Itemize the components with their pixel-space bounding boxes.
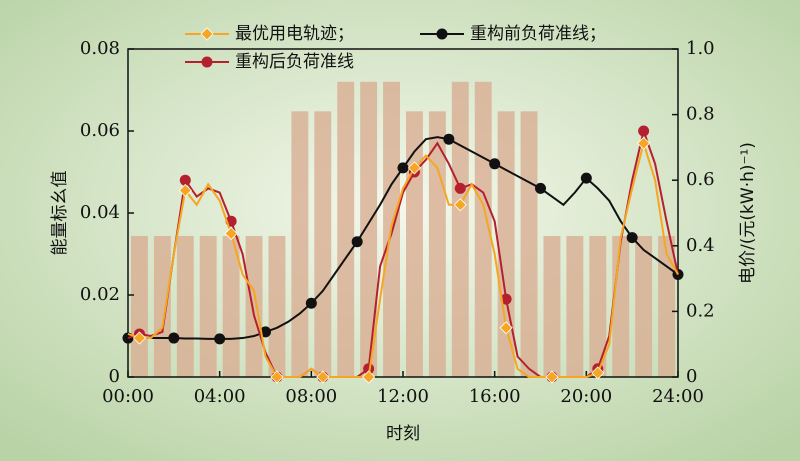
point-marker: [591, 366, 605, 380]
x-tick-label: 16:00: [469, 386, 521, 407]
y2-tick-label: 0: [686, 366, 697, 387]
legend-marker: [201, 56, 213, 68]
point-marker: [535, 182, 546, 194]
price-bar: [337, 81, 355, 378]
price-bar: [520, 111, 538, 377]
x-tick-label: 12:00: [377, 386, 429, 407]
point-marker: [270, 370, 284, 384]
price-bar: [428, 111, 446, 377]
y-tick-label: 0: [109, 366, 120, 387]
y-tick-label: 0.06: [80, 120, 120, 141]
point-marker: [132, 331, 147, 345]
price-bar: [451, 81, 469, 378]
point-marker: [351, 236, 363, 248]
legend-label: 重构前负荷准线；: [470, 24, 606, 44]
price-bar: [543, 235, 561, 377]
x-tick-label: 08:00: [285, 386, 337, 407]
legend-label: 重构后负荷准线: [235, 52, 354, 72]
price-bar: [153, 235, 171, 377]
point-marker: [454, 182, 466, 194]
y-tick-label: 0.04: [80, 202, 120, 223]
point-marker: [453, 198, 467, 212]
point-marker: [580, 172, 592, 184]
price-bar: [658, 235, 675, 377]
price-bar: [635, 235, 653, 377]
point-marker: [500, 293, 512, 305]
legend-label: 最优用电轨迹；: [235, 24, 354, 44]
price-bar: [566, 235, 584, 377]
y2-tick-label: 0.8: [686, 104, 715, 125]
price-bar: [589, 235, 607, 377]
point-marker: [224, 226, 238, 241]
series-line: [127, 139, 679, 378]
point-marker: [179, 174, 191, 186]
price-bar: [176, 235, 194, 377]
point-marker: [545, 370, 559, 384]
y2-tick-label: 1.0: [686, 38, 715, 59]
point-marker: [305, 297, 317, 309]
x-axis-label: 时刻: [386, 424, 420, 444]
y2-tick-label: 0.6: [686, 169, 715, 190]
y-tick-label: 0.02: [80, 284, 120, 305]
point-marker: [168, 332, 180, 344]
price-bar: [222, 235, 240, 377]
price-bar: [612, 235, 630, 377]
price-bar: [268, 235, 286, 377]
point-marker: [397, 162, 409, 174]
price-bar: [131, 235, 148, 377]
y2-tick-label: 0.4: [686, 235, 715, 256]
point-marker: [637, 136, 651, 150]
point-marker: [443, 133, 455, 145]
y-axis-label: 能量标幺值: [50, 171, 70, 256]
x-tick-label: 24:00: [652, 386, 704, 407]
price-bar: [245, 235, 263, 377]
y2-axis-label: 电价/(元(kW·h)⁻¹): [738, 142, 758, 284]
point-marker: [638, 125, 650, 137]
y-tick-label: 0.08: [80, 38, 120, 59]
price-bar: [291, 111, 309, 377]
y2-tick-label: 0.2: [686, 300, 715, 321]
legend-marker: [200, 27, 214, 41]
point-marker: [362, 370, 376, 384]
point-marker: [178, 183, 192, 198]
point-marker: [214, 333, 226, 345]
legend-marker: [436, 28, 448, 40]
point-marker: [499, 321, 513, 335]
point-marker: [489, 158, 501, 170]
price-bar: [314, 111, 332, 377]
point-marker: [407, 161, 422, 175]
x-tick-label: 00:00: [102, 386, 154, 407]
point-marker: [363, 363, 375, 375]
point-marker: [626, 232, 638, 244]
x-tick-label: 04:00: [194, 386, 246, 407]
price-bar: [497, 111, 515, 377]
point-marker: [316, 370, 330, 384]
price-bar: [360, 81, 378, 378]
point-marker: [260, 326, 271, 338]
x-tick-label: 20:00: [560, 386, 612, 407]
price-bar: [199, 235, 217, 377]
